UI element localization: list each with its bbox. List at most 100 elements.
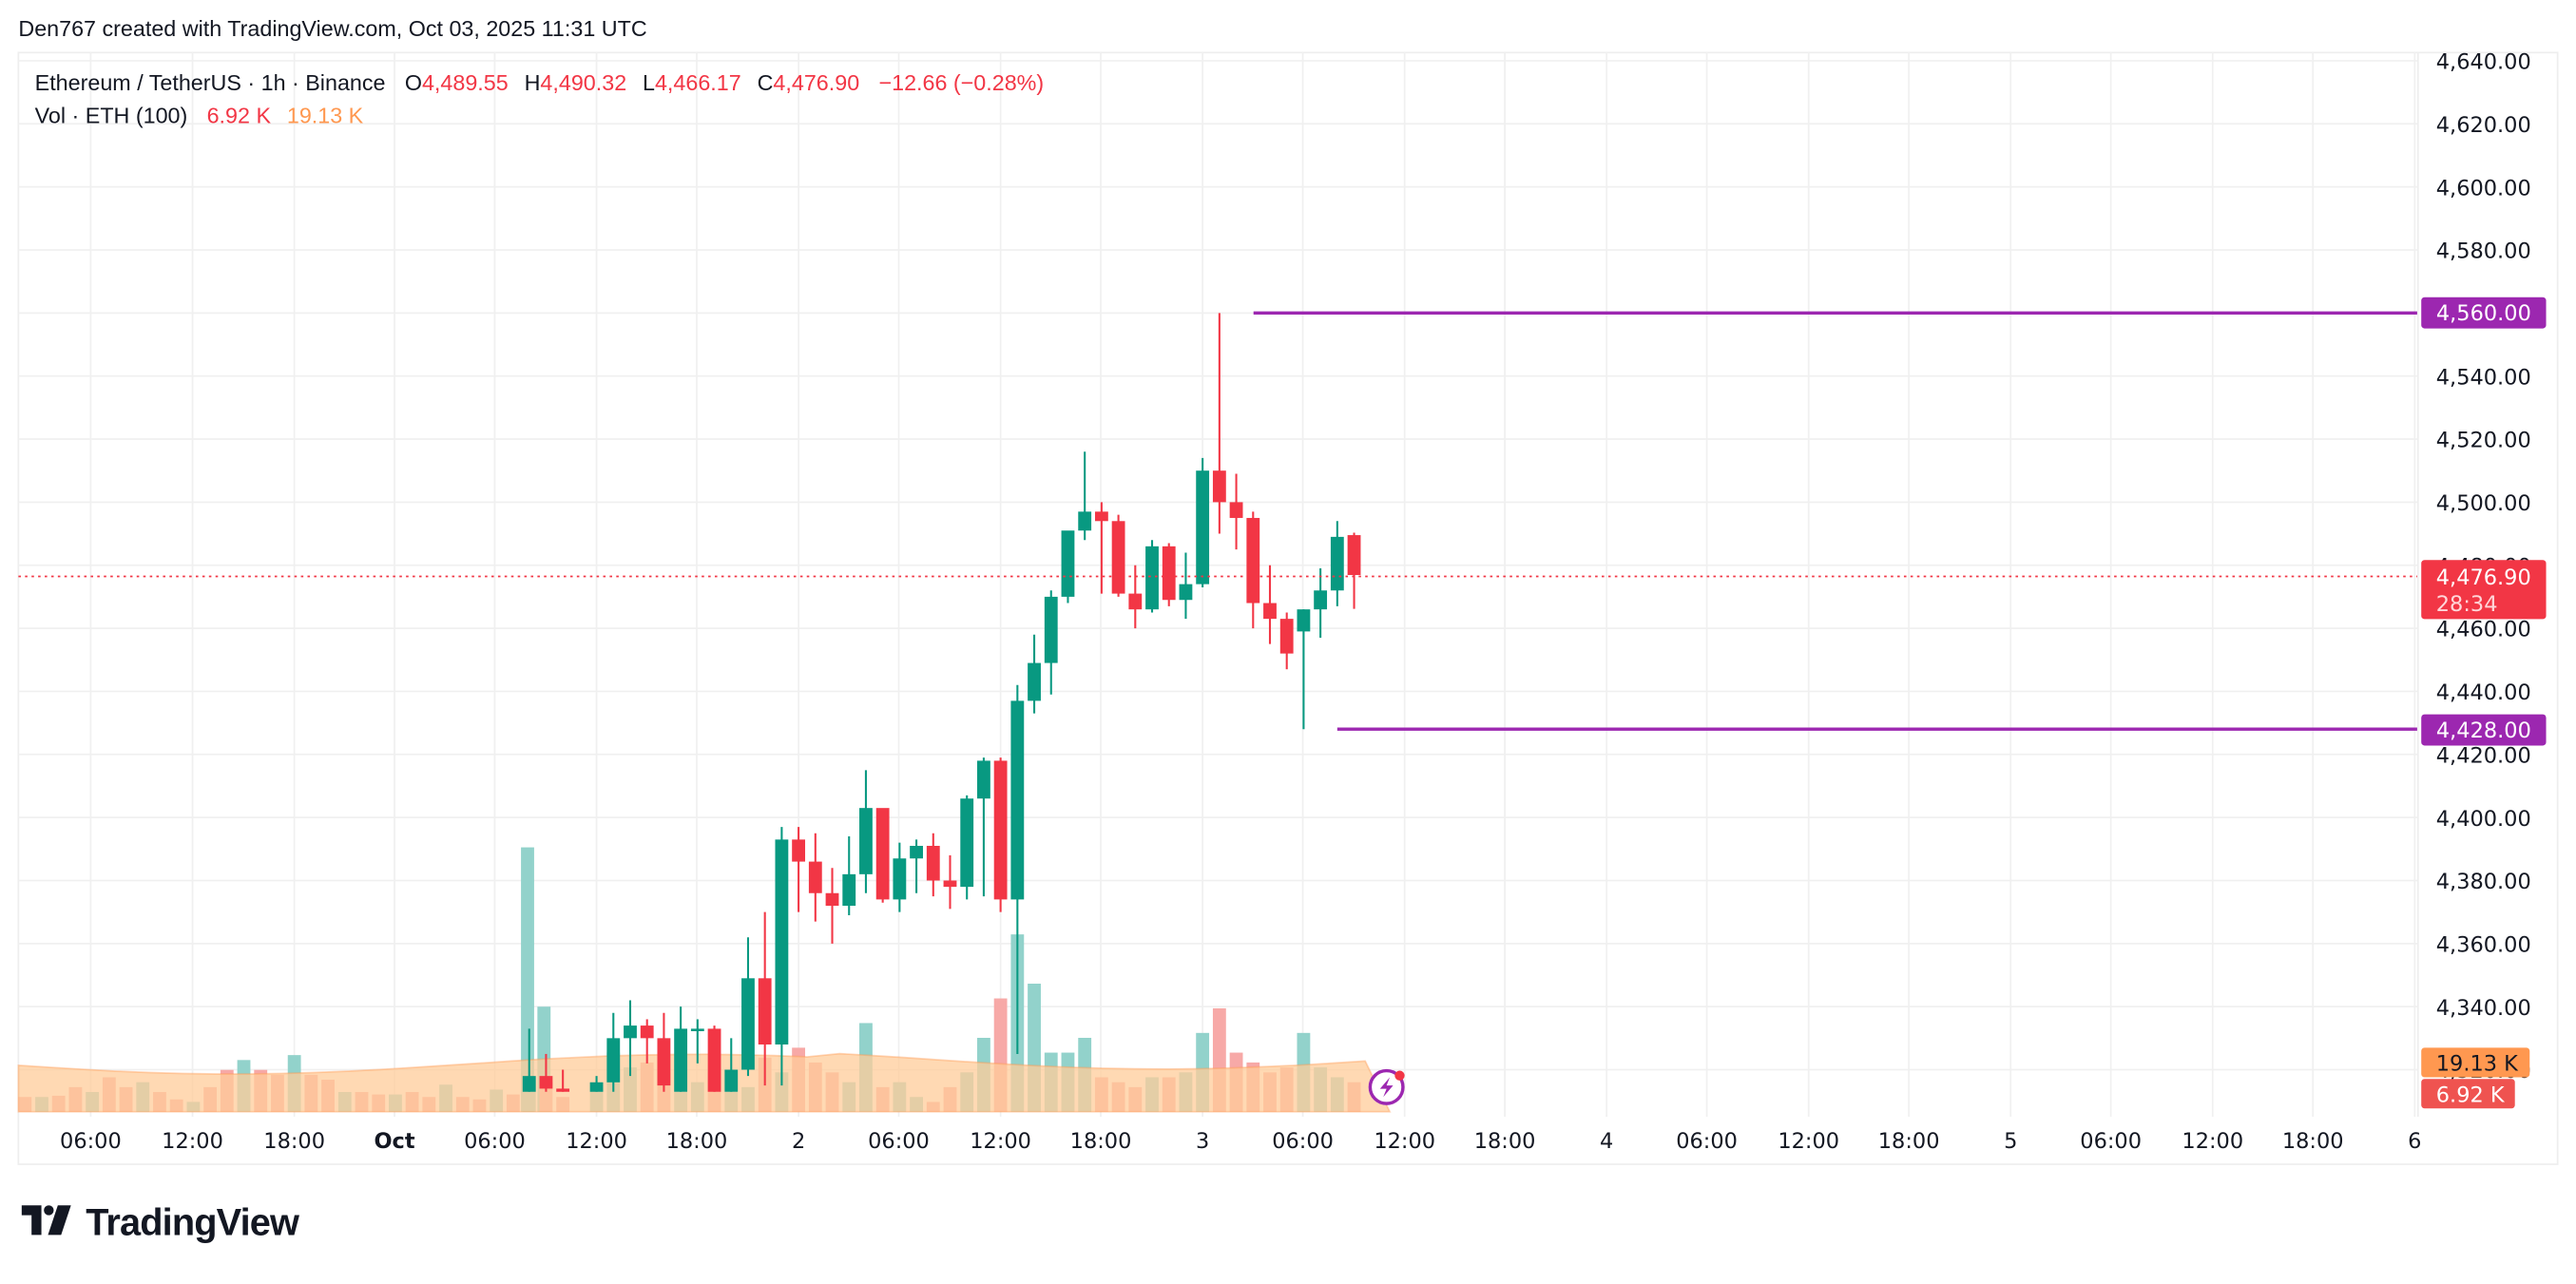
price-tick-label: 4,400.00 [2436, 807, 2531, 832]
candle[interactable] [1263, 565, 1277, 644]
candle[interactable] [1314, 568, 1328, 639]
candle[interactable] [943, 854, 957, 910]
time-tick-label: 12:00 [1374, 1129, 1435, 1154]
high-value: 4,490.32 [540, 70, 626, 95]
time-tick-label: 6 [2408, 1129, 2421, 1154]
candle[interactable] [960, 795, 974, 900]
candle[interactable] [1094, 502, 1108, 594]
candle[interactable] [1246, 511, 1260, 629]
candle[interactable] [808, 833, 822, 922]
change-value: −12.66 (−0.28%) [878, 70, 1044, 95]
candle[interactable] [875, 808, 890, 903]
time-tick-label: 4 [1600, 1129, 1613, 1154]
candle[interactable] [522, 1028, 536, 1092]
time-tick-label: 06:00 [1272, 1129, 1334, 1154]
candle[interactable] [842, 836, 856, 915]
bar-countdown: 28:34 [2436, 592, 2498, 617]
candle[interactable] [1179, 552, 1193, 620]
attribution-text: Den767 created with TradingView.com, Oct… [18, 16, 646, 41]
price-tick-label: 4,500.00 [2436, 491, 2531, 516]
candle[interactable] [1347, 532, 1361, 609]
time-tick-label: 18:00 [1474, 1129, 1536, 1154]
svg-text:6.92 K: 6.92 K [2436, 1083, 2506, 1107]
candle[interactable] [1028, 634, 1041, 714]
time-tick-label: 12:00 [2182, 1129, 2243, 1154]
time-tick-label: 18:00 [666, 1129, 728, 1154]
candle[interactable] [893, 842, 907, 912]
time-tick-label: 12:00 [566, 1129, 627, 1154]
candle[interactable] [1279, 612, 1294, 670]
candle[interactable] [589, 1076, 604, 1092]
candle[interactable] [707, 1025, 721, 1092]
grid-lines [18, 52, 2418, 1117]
time-tick-label: 06:00 [464, 1129, 526, 1154]
lower-level-badge: 4,428.00 [2421, 714, 2547, 746]
svg-text:4,428.00: 4,428.00 [2436, 719, 2531, 743]
candle[interactable] [1196, 457, 1210, 587]
time-tick-label: 18:00 [263, 1129, 325, 1154]
candle[interactable] [1229, 473, 1243, 550]
candle[interactable] [741, 937, 755, 1077]
candlestick-series[interactable] [522, 313, 1361, 1092]
candle[interactable] [539, 1053, 553, 1092]
candle[interactable] [792, 827, 806, 912]
legend: Ethereum / TetherUS · 1h · Binance O4,48… [35, 70, 1045, 128]
time-tick-label: 5 [2004, 1129, 2017, 1154]
candle[interactable] [724, 1038, 739, 1092]
candle[interactable] [993, 757, 1008, 912]
candle[interactable] [775, 827, 789, 1086]
candle[interactable] [758, 911, 772, 1086]
time-tick-label: 3 [1196, 1129, 1209, 1154]
candle[interactable] [825, 868, 839, 944]
candle[interactable] [1010, 684, 1025, 1054]
candle[interactable] [1212, 313, 1226, 534]
volume-ma-badge: 19.13 K [2421, 1047, 2530, 1078]
upper-level-badge: 4,560.00 [2421, 297, 2547, 329]
price-tick-label: 4,360.00 [2436, 932, 2531, 957]
tradingview-logo-text: TradingView [86, 1201, 299, 1243]
time-tick-label: 18:00 [2282, 1129, 2344, 1154]
time-tick-label: 12:00 [970, 1129, 1031, 1154]
last-price-badge: 4,476.90 28:34 [2421, 560, 2547, 620]
candle[interactable] [859, 770, 873, 893]
time-tick-label: Oct [374, 1129, 414, 1154]
svg-text:4,560.00: 4,560.00 [2436, 301, 2531, 326]
svg-text:19.13 K: 19.13 K [2436, 1052, 2519, 1077]
price-tick-label: 4,340.00 [2436, 996, 2531, 1021]
candle[interactable] [606, 1012, 621, 1092]
candle[interactable] [1162, 543, 1176, 606]
candle[interactable] [640, 1019, 654, 1064]
candle[interactable] [910, 839, 923, 893]
candle[interactable] [1297, 609, 1311, 730]
lightning-icon[interactable] [1368, 1068, 1405, 1105]
candle[interactable] [674, 1006, 688, 1092]
time-tick-label: 18:00 [1070, 1129, 1132, 1154]
time-tick-label: 06:00 [60, 1129, 122, 1154]
tradingview-logo-icon [21, 1205, 71, 1236]
candle[interactable] [1044, 590, 1058, 695]
time-tick-label: 12:00 [1778, 1129, 1839, 1154]
candle[interactable] [556, 1069, 570, 1092]
time-tick-label: 18:00 [1878, 1129, 1940, 1154]
time-axis[interactable]: 06:00 12:00 18:00 Oct 06:00 12:00 18:00 2 06:00 1… [60, 1129, 2421, 1154]
candle[interactable] [1111, 514, 1125, 597]
volume-badge: 6.92 K [2421, 1079, 2515, 1109]
price-tick-label: 4,620.00 [2436, 113, 2531, 138]
candle[interactable] [1145, 540, 1159, 613]
volume-ma-value: 19.13 K [287, 104, 364, 128]
time-tick-label: 06:00 [2080, 1129, 2142, 1154]
candle[interactable] [1061, 530, 1075, 604]
price-tick-label: 4,520.00 [2436, 429, 2531, 453]
close-value: 4,476.90 [773, 70, 859, 95]
candle[interactable] [690, 1019, 704, 1064]
price-tick-label: 4,640.00 [2436, 50, 2531, 75]
candle[interactable] [1078, 451, 1092, 541]
candle[interactable] [926, 833, 940, 897]
candle[interactable] [657, 1012, 671, 1092]
time-tick-label: 2 [792, 1129, 805, 1154]
candle[interactable] [624, 1000, 637, 1077]
candle[interactable] [977, 757, 990, 897]
tradingview-logo[interactable]: TradingView [21, 1201, 300, 1243]
